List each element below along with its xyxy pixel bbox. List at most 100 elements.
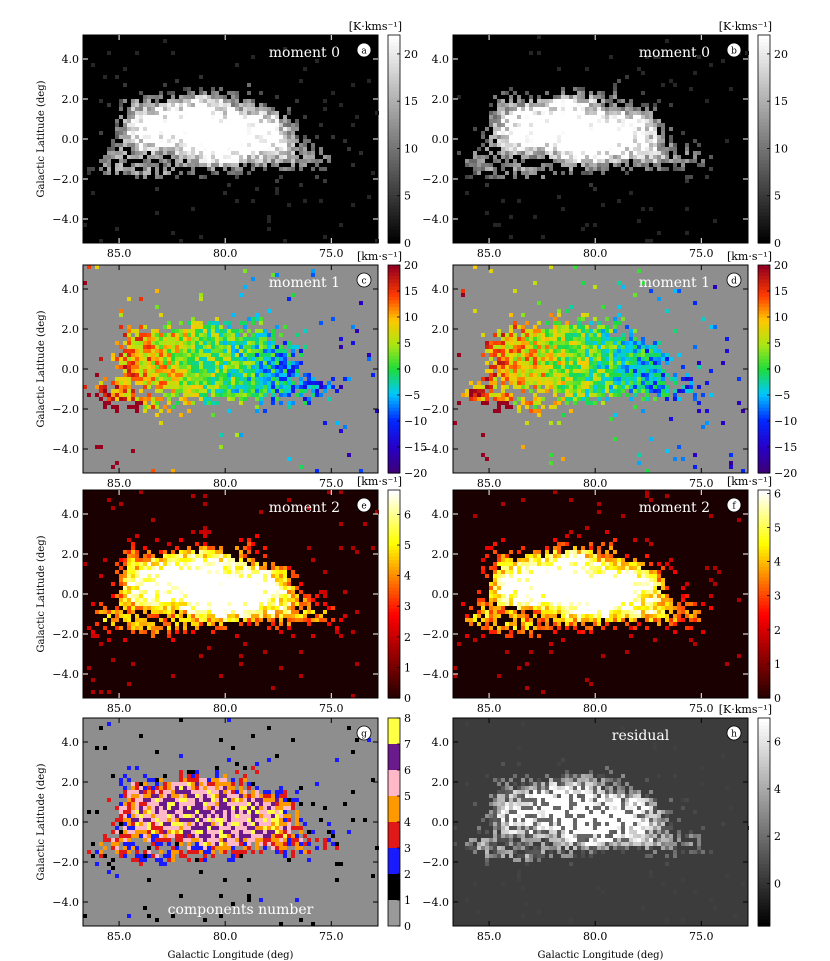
panel-title: moment 1	[269, 275, 340, 291]
colorbar-unit: [km·s⁻¹]	[357, 250, 402, 263]
colorbar-step	[758, 375, 770, 380]
colorbar-step	[758, 597, 770, 602]
colorbar-tick-label: 3	[774, 590, 781, 603]
y-tick-label: 2.0	[62, 548, 80, 561]
colorbar-step	[758, 236, 770, 241]
colorbar-step	[388, 611, 400, 616]
colorbar-step	[758, 93, 770, 98]
colorbar-step	[758, 121, 770, 126]
colorbar-tick-label: 5	[774, 190, 781, 203]
colorbar-step	[758, 208, 770, 213]
colorbar-step	[758, 407, 770, 412]
x-tick-label: 75.0	[319, 477, 344, 490]
colorbar-step	[758, 635, 770, 640]
colorbar-step	[388, 107, 400, 112]
panel-letter-badge	[726, 725, 742, 741]
colorbar-step	[388, 299, 400, 304]
colorbar-step	[388, 559, 400, 564]
colorbar-step	[388, 211, 400, 216]
colorbar-step	[758, 604, 770, 609]
y-axis-label: Galactic Latitude (deg)	[36, 310, 47, 427]
colorbar-step	[758, 594, 770, 599]
colorbar-step	[758, 542, 770, 547]
y-tick-label: −4.0	[422, 668, 449, 681]
y-tick-label: −4.0	[422, 213, 449, 226]
colorbar-tick-label: 1	[774, 658, 781, 671]
colorbar-tick-label: 15	[404, 285, 418, 298]
colorbar-step	[388, 414, 400, 419]
colorbar-step	[758, 794, 770, 799]
y-tick-label: 0.0	[62, 363, 80, 376]
colorbar-step	[758, 887, 770, 892]
colorbar-step	[388, 445, 400, 450]
colorbar-step	[388, 80, 400, 85]
colorbar-step	[758, 745, 770, 750]
y-tick-label: 4.0	[62, 53, 80, 66]
colorbar-step	[388, 323, 400, 328]
colorbar-step	[758, 853, 770, 858]
colorbar-step	[388, 35, 400, 40]
y-tick-label: 2.0	[62, 776, 80, 789]
colorbar-step	[758, 66, 770, 71]
panel-title: moment 0	[269, 45, 340, 61]
colorbar-step	[388, 635, 400, 640]
colorbar-step	[388, 362, 400, 367]
colorbar-step	[388, 125, 400, 130]
colorbar-step	[758, 528, 770, 533]
colorbar-step	[758, 320, 770, 325]
colorbar-step	[758, 180, 770, 185]
colorbar-step	[758, 132, 770, 137]
colorbar-step	[388, 229, 400, 234]
colorbar-step	[758, 545, 770, 550]
colorbar-step	[388, 236, 400, 241]
colorbar-step	[388, 496, 400, 501]
colorbar-segment	[388, 770, 400, 796]
x-tick-label: 75.0	[689, 702, 714, 715]
colorbar-tick-label: 1	[404, 661, 411, 674]
colorbar-frame	[757, 717, 771, 927]
colorbar-step	[758, 825, 770, 830]
colorbar-tick-label: 5	[774, 337, 781, 350]
colorbar-step	[388, 417, 400, 422]
colorbar-step	[388, 152, 400, 157]
colorbar-step	[388, 156, 400, 161]
x-tick-label: 80.0	[213, 930, 238, 943]
colorbar-step	[758, 379, 770, 384]
colorbar-step	[758, 62, 770, 67]
colorbar-step	[388, 330, 400, 335]
colorbar-step	[758, 355, 770, 360]
colorbar-step	[388, 431, 400, 436]
colorbar-step	[758, 811, 770, 816]
colorbar-tick-label: 0	[404, 692, 411, 705]
x-tick-label: 80.0	[583, 247, 608, 260]
colorbar-step	[758, 427, 770, 432]
colorbar-step	[758, 278, 770, 283]
colorbar-step	[388, 93, 400, 98]
colorbar-step	[758, 884, 770, 889]
colorbar-step	[388, 580, 400, 585]
colorbar-step	[758, 114, 770, 119]
y-tick-label: −2.0	[52, 628, 79, 641]
y-tick-label: −4.0	[52, 443, 79, 456]
colorbar-step	[758, 922, 770, 927]
colorbar-step	[388, 142, 400, 147]
emission-map	[453, 265, 745, 473]
colorbar-step	[758, 521, 770, 526]
colorbar-step	[388, 649, 400, 654]
colorbar-step	[388, 503, 400, 508]
colorbar-step	[758, 118, 770, 123]
colorbar-step	[758, 431, 770, 436]
colorbar-step	[758, 358, 770, 363]
panel-title: moment 1	[639, 275, 710, 291]
colorbar-step	[758, 828, 770, 833]
colorbar-tick-label: 15	[774, 285, 788, 298]
colorbar-step	[388, 469, 400, 474]
colorbar-step	[388, 493, 400, 498]
colorbar-step	[388, 132, 400, 137]
y-tick-label: −2.0	[422, 403, 449, 416]
colorbar-step	[388, 590, 400, 595]
colorbar-step	[388, 90, 400, 95]
